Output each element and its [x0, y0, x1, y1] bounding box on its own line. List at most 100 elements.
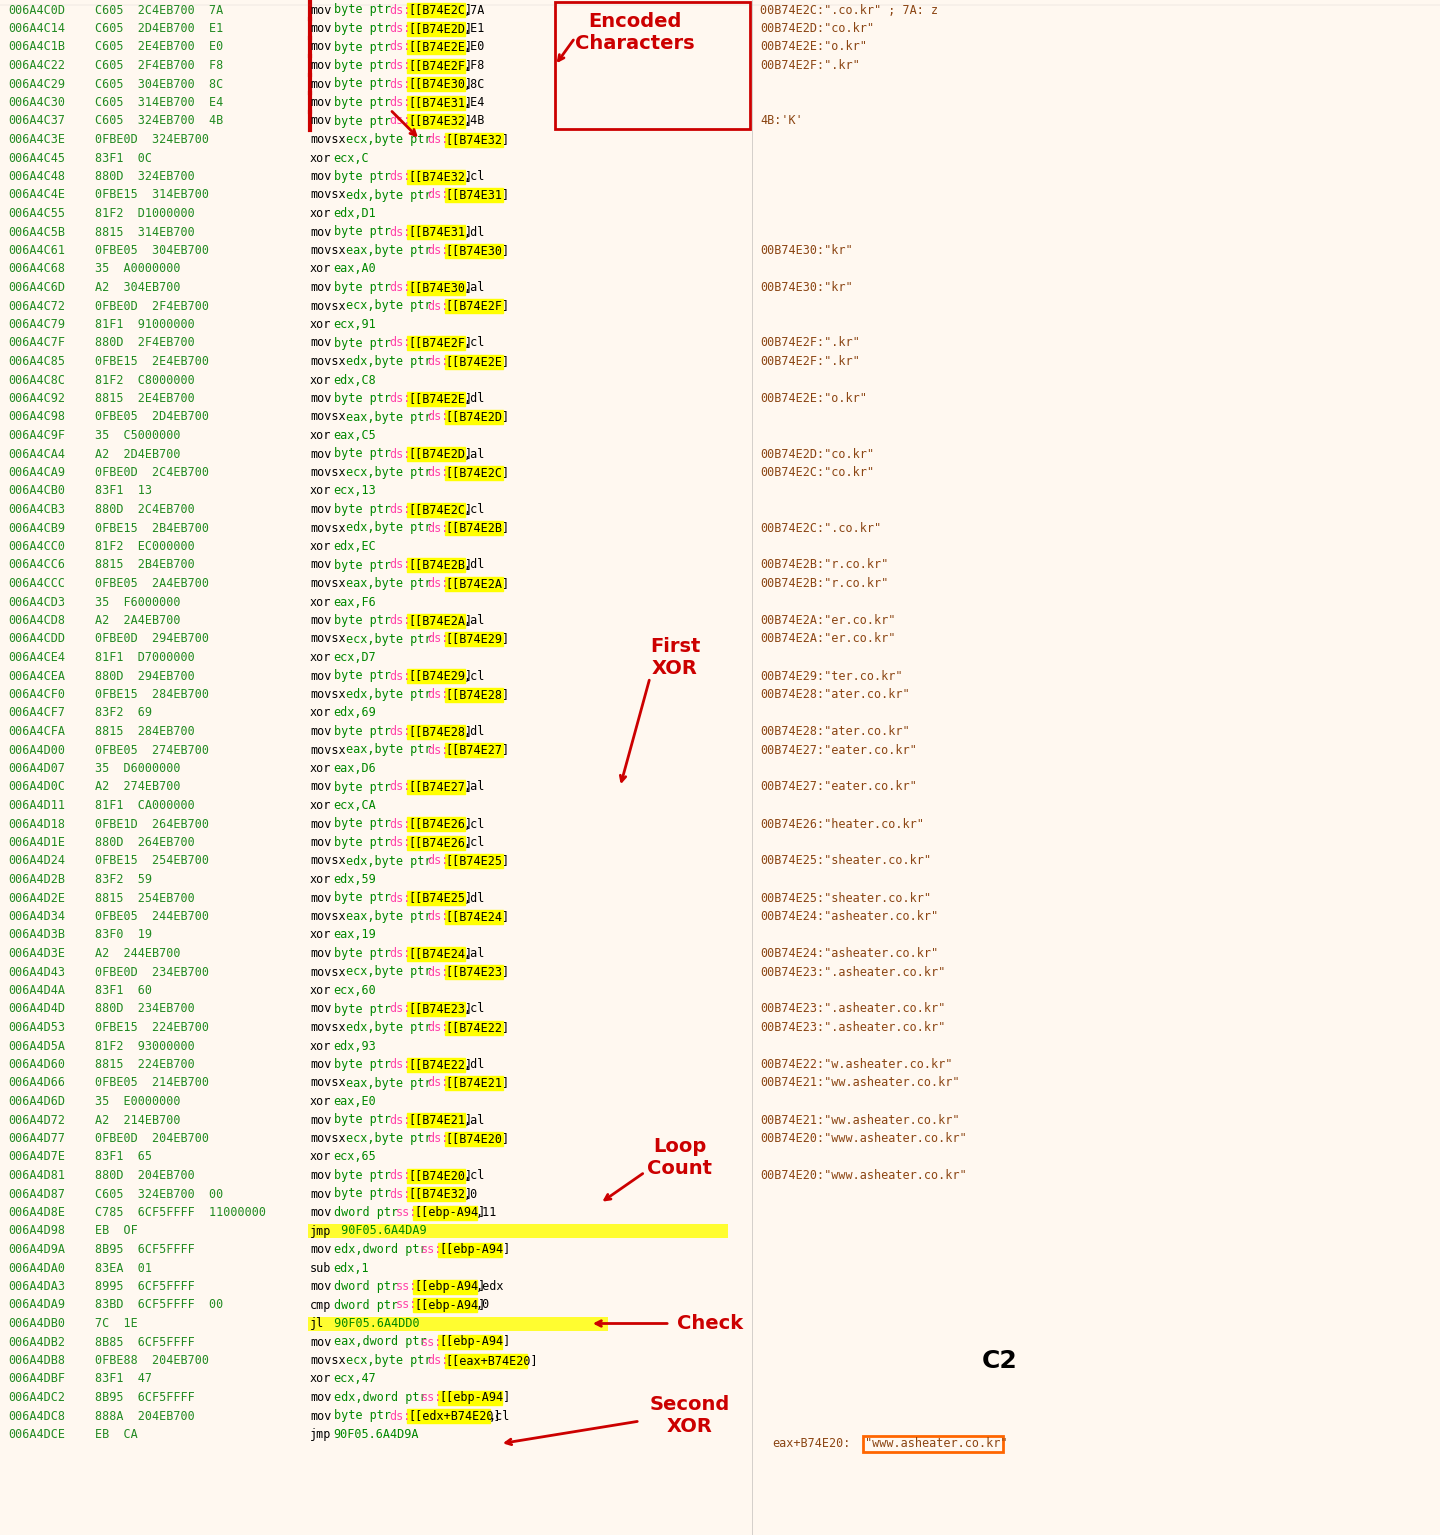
Text: ds:: ds:: [389, 780, 410, 794]
Text: ds:: ds:: [389, 336, 410, 350]
Text: 006A4C7F: 006A4C7F: [9, 336, 65, 350]
Text: ds:: ds:: [428, 743, 448, 757]
Text: [[B74E22]: [[B74E22]: [446, 1021, 510, 1035]
Text: ,cl: ,cl: [488, 1409, 510, 1423]
Text: ,cl: ,cl: [464, 170, 485, 183]
Text: 00B74E30:"kr": 00B74E30:"kr": [760, 281, 852, 295]
Text: mov: mov: [310, 1113, 331, 1127]
Bar: [438, 1242, 503, 1257]
Text: mov: mov: [310, 1243, 331, 1256]
Text: C605  314EB700  E4: C605 314EB700 E4: [95, 97, 223, 109]
Text: ,al: ,al: [464, 448, 485, 460]
Text: ds:: ds:: [428, 134, 448, 146]
Text: 0FBE0D  2C4EB700: 0FBE0D 2C4EB700: [95, 467, 209, 479]
Bar: [445, 910, 503, 924]
Bar: [408, 169, 465, 184]
Text: 00B74E2B:"r.co.kr": 00B74E2B:"r.co.kr": [760, 577, 888, 589]
Bar: [408, 1002, 465, 1016]
Bar: [408, 502, 465, 516]
Text: 00B74E23:".asheater.co.kr": 00B74E23:".asheater.co.kr": [760, 966, 945, 978]
Text: ecx,byte ptr: ecx,byte ptr: [347, 1354, 439, 1368]
Text: 006A4C22: 006A4C22: [9, 58, 65, 72]
Text: ,dl: ,dl: [464, 725, 485, 738]
Text: 006A4D43: 006A4D43: [9, 966, 65, 978]
Text: xor: xor: [310, 373, 331, 387]
Text: 006A4D9A: 006A4D9A: [9, 1243, 65, 1256]
Text: [[B74E2F]: [[B74E2F]: [408, 58, 472, 72]
Text: 0FBE15  254EB700: 0FBE15 254EB700: [95, 855, 209, 867]
Text: eax,A0: eax,A0: [334, 262, 376, 275]
Text: ,4B: ,4B: [464, 115, 485, 127]
Text: mov: mov: [310, 947, 331, 959]
Text: C605  2C4EB700  7A: C605 2C4EB700 7A: [95, 3, 223, 17]
Text: movsx: movsx: [310, 632, 346, 646]
Text: eax,byte ptr: eax,byte ptr: [347, 1076, 439, 1090]
Text: ,al: ,al: [464, 780, 485, 794]
Text: 006A4DC8: 006A4DC8: [9, 1409, 65, 1423]
Text: 81F2  D1000000: 81F2 D1000000: [95, 207, 194, 220]
Text: movsx: movsx: [310, 134, 346, 146]
Text: ds:: ds:: [428, 688, 448, 701]
Text: edx,D1: edx,D1: [334, 207, 376, 220]
Text: ds:: ds:: [428, 966, 448, 978]
Text: 006A4DB2: 006A4DB2: [9, 1335, 65, 1349]
Text: ,edx: ,edx: [477, 1280, 504, 1292]
Text: 006A4D3B: 006A4D3B: [9, 929, 65, 941]
Text: ds:: ds:: [389, 1188, 410, 1200]
Text: 81F2  EC000000: 81F2 EC000000: [95, 540, 194, 553]
Text: ds:: ds:: [389, 947, 410, 959]
Text: edx,byte ptr: edx,byte ptr: [347, 1021, 439, 1035]
Text: 0FBE05  304EB700: 0FBE05 304EB700: [95, 244, 209, 256]
Text: 00B74E2C:".co.kr" ; 7A: z: 00B74E2C:".co.kr" ; 7A: z: [760, 3, 937, 17]
Text: 83F1  0C: 83F1 0C: [95, 152, 153, 164]
Text: byte ptr: byte ptr: [334, 1188, 397, 1200]
Text: 006A4CD8: 006A4CD8: [9, 614, 65, 626]
Bar: [408, 336, 465, 350]
Bar: [408, 58, 465, 72]
Text: eax,19: eax,19: [334, 929, 376, 941]
Text: 0FBE05  214EB700: 0FBE05 214EB700: [95, 1076, 209, 1090]
Text: [[B74E27]: [[B74E27]: [408, 780, 472, 794]
Text: edx,69: edx,69: [334, 706, 376, 720]
Text: eax,byte ptr: eax,byte ptr: [347, 244, 439, 256]
Text: [[B74E2E]: [[B74E2E]: [408, 40, 472, 54]
Text: 006A4CB9: 006A4CB9: [9, 522, 65, 534]
Bar: [408, 1058, 465, 1071]
Text: 00B74E2F:".kr": 00B74E2F:".kr": [760, 336, 860, 350]
Text: 006A4CDD: 006A4CDD: [9, 632, 65, 646]
Text: ds:: ds:: [389, 1058, 410, 1071]
Text: mov: mov: [310, 837, 331, 849]
Text: 00B74E25:"sheater.co.kr": 00B74E25:"sheater.co.kr": [760, 855, 932, 867]
Text: 880D  324EB700: 880D 324EB700: [95, 170, 194, 183]
Text: C605  2E4EB700  E0: C605 2E4EB700 E0: [95, 40, 223, 54]
Text: 006A4C3E: 006A4C3E: [9, 134, 65, 146]
Text: xor: xor: [310, 207, 331, 220]
Text: 35  D6000000: 35 D6000000: [95, 761, 180, 775]
Text: ecx,byte ptr: ecx,byte ptr: [347, 632, 439, 646]
Text: mov: mov: [310, 3, 331, 17]
Text: A2  2A4EB700: A2 2A4EB700: [95, 614, 180, 626]
Text: ds:: ds:: [389, 725, 410, 738]
Text: ds:: ds:: [428, 1131, 448, 1145]
Text: 006A4C48: 006A4C48: [9, 170, 65, 183]
Text: ,E0: ,E0: [464, 40, 485, 54]
Text: mov: mov: [310, 1058, 331, 1071]
Bar: [408, 817, 465, 830]
Text: mov: mov: [310, 170, 331, 183]
Text: xor: xor: [310, 651, 331, 665]
Text: 83F2  59: 83F2 59: [95, 873, 153, 886]
Text: eax,C5: eax,C5: [334, 428, 376, 442]
Text: ds:: ds:: [389, 3, 410, 17]
Bar: [445, 743, 503, 757]
Text: [[B74E32]: [[B74E32]: [408, 170, 472, 183]
Text: xor: xor: [310, 596, 331, 608]
Text: byte ptr: byte ptr: [334, 115, 397, 127]
Text: 00B74E2F:".kr": 00B74E2F:".kr": [760, 58, 860, 72]
Text: 880D  264EB700: 880D 264EB700: [95, 837, 194, 849]
Text: First
XOR: First XOR: [649, 637, 700, 678]
Text: mov: mov: [310, 448, 331, 460]
Text: xor: xor: [310, 1372, 331, 1386]
Text: 0FBE15  2E4EB700: 0FBE15 2E4EB700: [95, 355, 209, 368]
Text: movsx: movsx: [310, 910, 346, 923]
Text: mov: mov: [310, 97, 331, 109]
